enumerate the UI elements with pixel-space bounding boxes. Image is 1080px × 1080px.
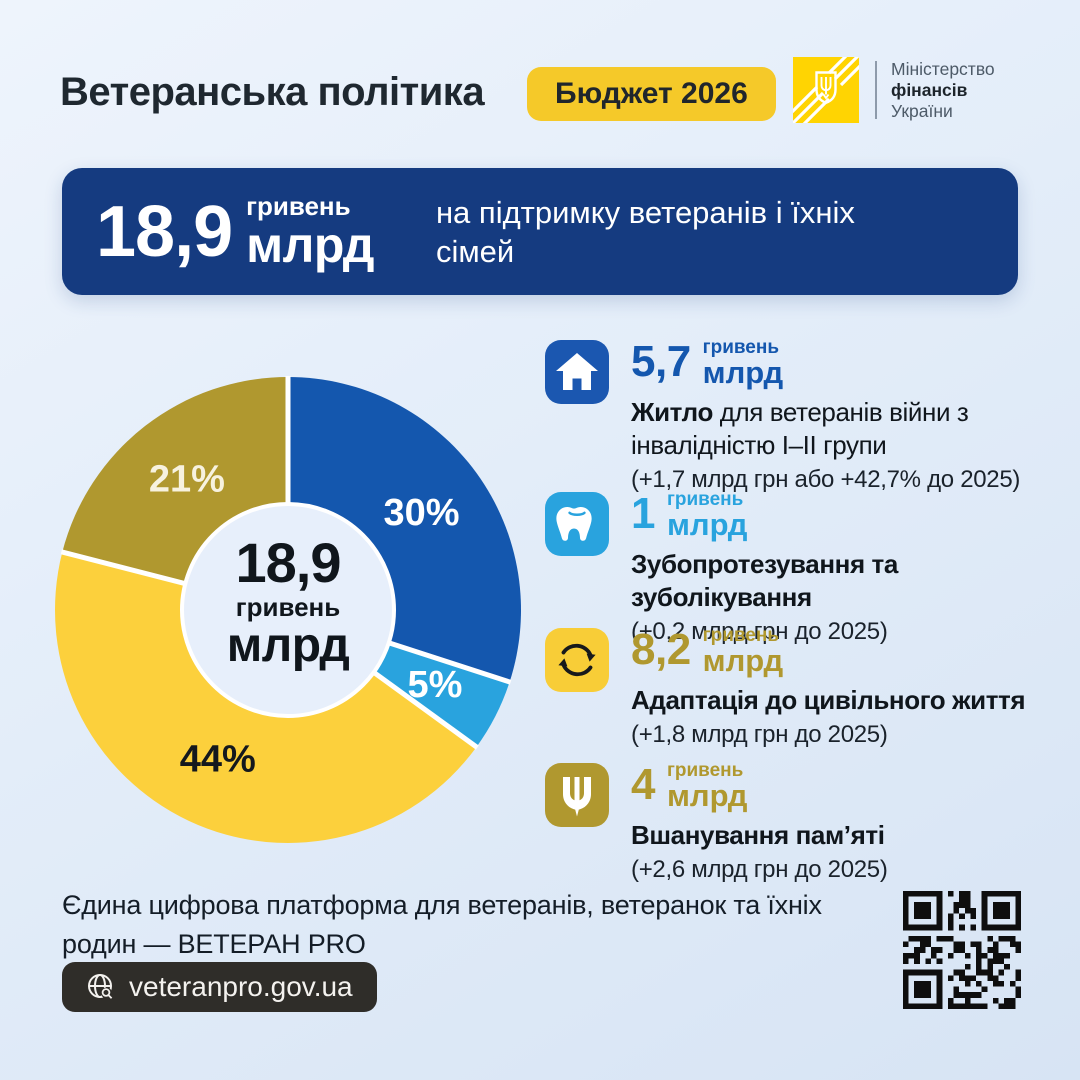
legend-title: Зубопротезування та зуболікування <box>631 548 1080 614</box>
legend-item-housing: 5,7 гривень млрд Житло для ветеранів вій… <box>545 337 1080 495</box>
globe-search-icon <box>88 974 113 999</box>
budget-year-badge: Бюджет 2026 <box>527 67 776 121</box>
donut-hole <box>180 502 396 718</box>
legend-title-bold: Зубопротезування та зуболікування <box>631 549 898 612</box>
donut-percent-label: 30% <box>383 492 459 534</box>
website-url: veteranpro.gov.ua <box>129 971 353 1002</box>
ministry-logo-block: Міністерство фінансів України <box>793 57 995 123</box>
trident-icon <box>545 763 609 827</box>
center-amount: 18,9 <box>235 531 342 594</box>
legend-unit-hryvnia: гривень <box>702 337 780 358</box>
ministry-finance-logo-icon <box>793 57 859 123</box>
total-amount-units: гривень млрд <box>246 191 374 273</box>
donut-chart: 30% 5% 44% 21% <box>48 372 528 852</box>
house-icon <box>545 340 609 404</box>
donut-center-label: 18,9 гривень млрд <box>158 534 418 670</box>
donut-percent-label: 5% <box>408 664 463 706</box>
legend-title: Адаптація до цивільного життя <box>631 684 1080 717</box>
legend-note: (+1,8 млрд грн до 2025) <box>631 721 888 748</box>
sync-arrows-icon <box>545 628 609 692</box>
legend-unit-billion: млрд <box>666 778 748 813</box>
qr-code <box>903 891 1021 1009</box>
footer-platform-text: Єдина цифрова платформа для ветеранів, в… <box>62 886 822 964</box>
legend-item-memory: 4 гривень млрд Вшанування пам’яті (+2,6 … <box>545 760 1080 885</box>
unit-billion: млрд <box>246 217 374 273</box>
legend-unit-billion: млрд <box>702 643 784 678</box>
logo-divider <box>875 61 877 119</box>
legend-amount: 8,2 <box>631 625 691 674</box>
legend-item-adaptation: 8,2 гривень млрд Адаптація до цивільного… <box>545 625 1080 750</box>
legend-title: Житло для ветеранів війни з інвалідністю… <box>631 396 1029 462</box>
legend-unit-billion: млрд <box>702 355 784 390</box>
banner-desc-line2: сімей <box>435 233 515 269</box>
total-budget-banner: 18,9 гривень млрд на підтримку ветеранів… <box>62 168 1018 295</box>
donut-chart-svg: 30% 5% 44% 21% <box>54 376 521 843</box>
ministry-name: Міністерство фінансів України <box>891 59 995 122</box>
legend-title: Вшанування пам’яті <box>631 819 1080 852</box>
banner-description: на підтримку ветеранів і їхніх сімей <box>436 193 855 271</box>
legend-item-dental: 1 гривень млрд Зубопротезування та зубол… <box>545 489 1080 647</box>
center-unit-billion: млрд <box>226 619 350 672</box>
footer-line1: Єдина цифрова платформа для ветеранів, в… <box>62 890 822 920</box>
page-title: Ветеранська політика <box>60 70 485 114</box>
legend-title-bold: Житло <box>631 397 713 427</box>
unit-hryvnia: гривень <box>246 191 351 221</box>
legend-amount: 1 <box>631 489 655 538</box>
legend-amount-row: 1 гривень млрд <box>631 489 1080 542</box>
legend-amount: 5,7 <box>631 337 691 386</box>
footer-line2: родин — ВЕТЕРАН PRO <box>62 929 366 959</box>
legend-note: (+0,2 млрд грн до 2025) <box>631 618 888 645</box>
trident-glyph <box>820 77 832 100</box>
legend-title-bold: Вшанування пам’яті <box>631 820 885 850</box>
legend-note: (+2,6 млрд грн до 2025) <box>631 856 888 883</box>
donut-percent-label: 21% <box>149 459 225 501</box>
website-url-button[interactable]: veteranpro.gov.ua <box>62 962 377 1012</box>
ministry-line3: України <box>891 100 953 121</box>
ministry-line2: фінансів <box>891 79 968 100</box>
legend-title-bold: Адаптація до цивільного життя <box>631 685 1026 715</box>
tooth-icon <box>545 492 609 556</box>
ministry-line1: Міністерство <box>891 58 995 79</box>
legend-unit-hryvnia: гривень <box>666 489 744 510</box>
total-amount: 18,9 <box>96 191 233 272</box>
legend-unit-billion: млрд <box>666 507 748 542</box>
legend-amount: 4 <box>631 760 655 809</box>
legend-unit-hryvnia: гривень <box>702 625 780 646</box>
legend-amount-row: 5,7 гривень млрд <box>631 337 1080 390</box>
legend-note: (+1,7 млрд грн або +42,7% до 2025) <box>631 466 1021 493</box>
legend-amount-row: 4 гривень млрд <box>631 760 1080 813</box>
legend-amount-row: 8,2 гривень млрд <box>631 625 1080 678</box>
donut-percent-label: 44% <box>180 738 256 780</box>
center-unit-hryvnia: гривень <box>235 592 341 622</box>
badge-label: Бюджет 2026 <box>555 77 748 110</box>
legend-unit-hryvnia: гривень <box>666 760 744 781</box>
banner-desc-line1: на підтримку ветеранів і їхніх <box>435 194 855 230</box>
shield-outline <box>815 71 837 105</box>
legend-title-rest: для ветеранів війни з інвалідністю І–ІІ … <box>631 397 969 460</box>
